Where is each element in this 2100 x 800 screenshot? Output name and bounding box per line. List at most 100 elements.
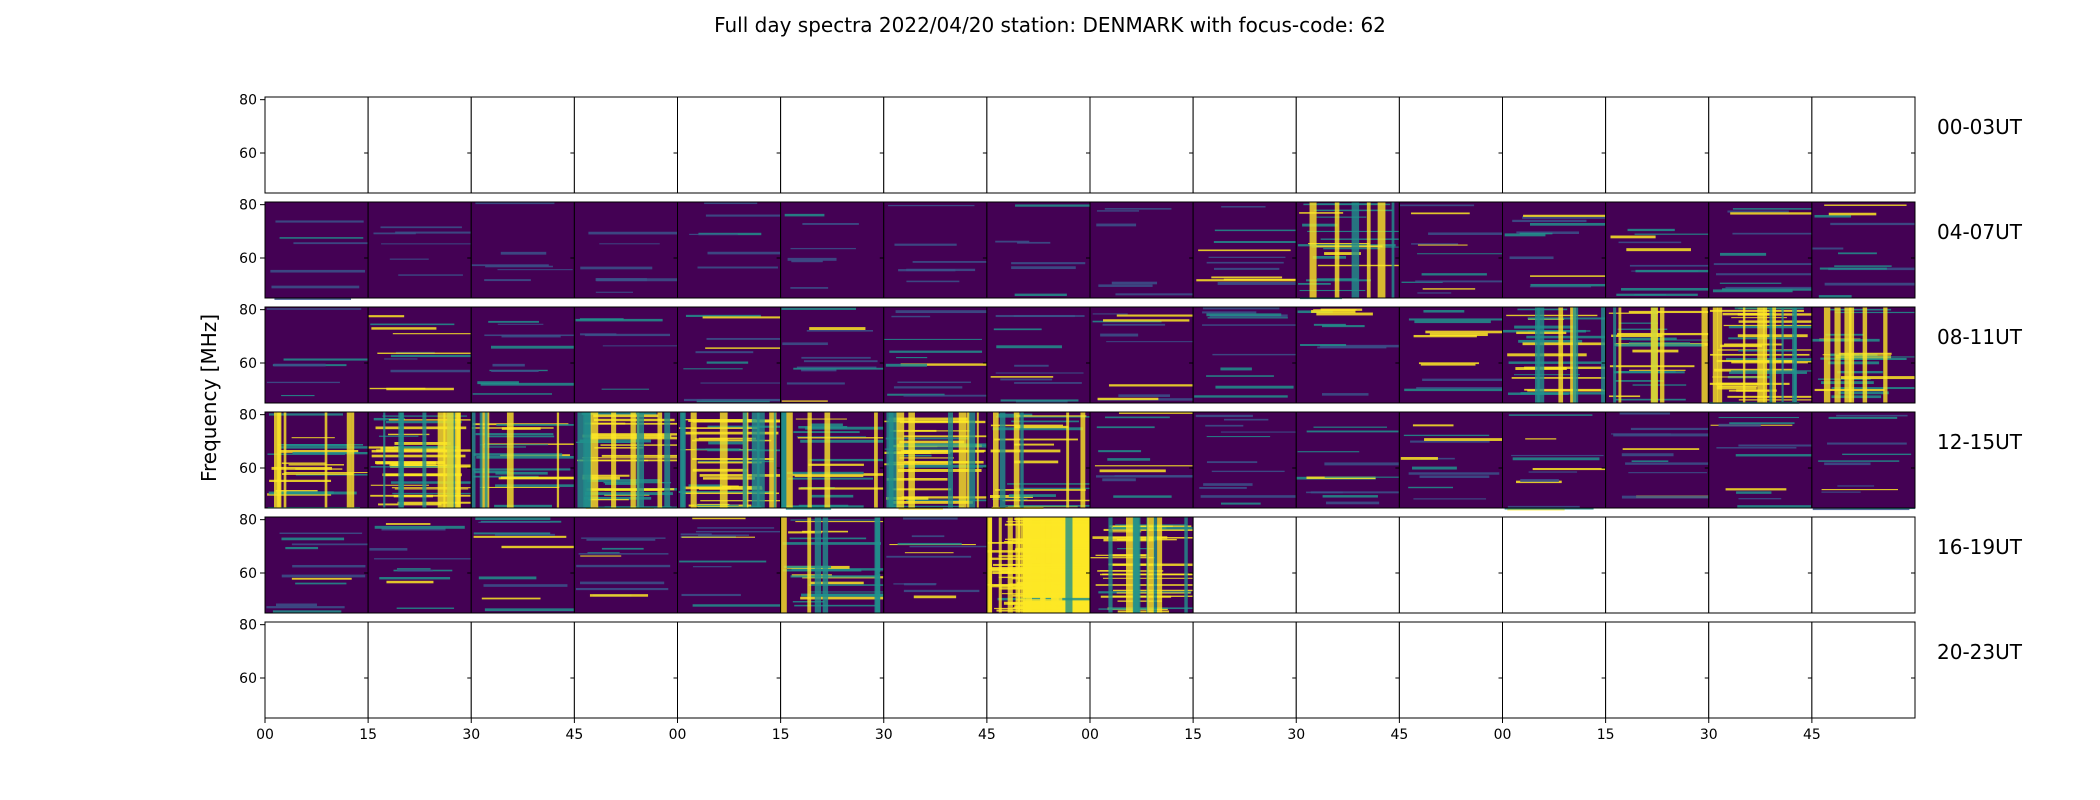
rfi-line — [396, 607, 455, 609]
spectrum-panel — [1295, 96, 1400, 194]
rfi-line — [1530, 275, 1606, 277]
rfi-line — [885, 437, 969, 440]
spectrum-panel — [1708, 306, 1813, 404]
rfi-line — [385, 523, 431, 525]
burst-column — [324, 412, 328, 508]
y-tick-label: 80 — [239, 408, 257, 424]
rfi-line — [884, 451, 951, 454]
rfi-line — [1400, 457, 1438, 460]
burst-column — [506, 412, 514, 508]
row-label: 08-11UT — [1937, 325, 2023, 349]
rfi-line — [280, 446, 368, 449]
rfi-line — [1014, 487, 1090, 490]
panel-background — [677, 517, 781, 613]
rfi-line — [897, 542, 962, 545]
burst-column — [399, 412, 404, 508]
rfi-line — [473, 532, 551, 535]
rfi-line — [1617, 371, 1659, 373]
rfi-line — [688, 419, 781, 422]
burst-column — [657, 412, 663, 508]
rfi-line — [602, 345, 678, 347]
panel-frame — [1811, 516, 1916, 614]
rfi-line — [1316, 216, 1367, 218]
y-tick-label: 80 — [239, 513, 257, 529]
rfi-line — [377, 352, 472, 354]
panel-background — [1502, 97, 1606, 193]
rfi-line — [1730, 212, 1812, 215]
spectrum-panel — [1708, 411, 1813, 509]
spectrum-panel — [1295, 306, 1400, 404]
rfi-line — [1312, 256, 1347, 259]
spectrum-panel — [1192, 201, 1297, 299]
rfi-line — [679, 560, 767, 563]
rfi-line — [991, 568, 1076, 572]
rfi-line — [379, 577, 451, 580]
rfi-line — [370, 466, 453, 468]
rfi-line — [271, 466, 332, 470]
rfi-line — [1626, 248, 1691, 252]
rfi-line — [266, 606, 345, 609]
burst-column — [471, 412, 476, 508]
rfi-line — [1316, 312, 1373, 316]
rfi-line — [1621, 453, 1674, 457]
rfi-line — [1306, 491, 1343, 494]
burst-column — [590, 412, 599, 508]
rfi-line — [579, 459, 678, 462]
panel-background — [677, 97, 781, 193]
rfi-line — [1092, 313, 1128, 315]
rfi-line — [374, 558, 472, 560]
rfi-line — [793, 367, 884, 370]
rfi-line — [1007, 483, 1090, 485]
rfi-line — [1732, 232, 1812, 235]
rfi-line — [906, 280, 960, 283]
rfi-line — [883, 463, 952, 466]
rfi-line — [887, 393, 945, 396]
panel-background — [1296, 97, 1400, 193]
rfi-line — [386, 580, 434, 584]
rfi-line — [286, 491, 334, 495]
burst-column — [1849, 307, 1855, 403]
spectrum-panel — [573, 516, 678, 614]
rfi-line — [593, 414, 659, 418]
spectrum-panel — [1089, 201, 1194, 299]
rfi-line — [1824, 282, 1915, 286]
panel-background — [1811, 202, 1915, 298]
burst-column — [1020, 412, 1024, 508]
rfi-line — [275, 220, 364, 223]
rfi-line — [1834, 311, 1915, 314]
spectrum-panel — [1089, 411, 1194, 509]
burst-column — [611, 412, 617, 508]
panel-background — [986, 202, 1090, 298]
rfi-line — [281, 394, 315, 397]
rfi-line — [901, 420, 967, 423]
x-tick-label: 00 — [669, 727, 687, 743]
spectrum-panel — [883, 201, 988, 299]
panel-background — [1708, 97, 1812, 193]
spectra-row: 60 80 16-19UT — [239, 513, 2023, 614]
rfi-line — [1530, 283, 1606, 287]
rfi-line — [899, 457, 954, 459]
rfi-line — [1417, 244, 1468, 246]
rfi-line — [680, 533, 712, 536]
rfi-line — [681, 492, 780, 495]
rfi-line — [1096, 223, 1137, 227]
rfi-line — [1840, 376, 1915, 380]
burst-column — [1066, 412, 1070, 508]
rfi-line — [1835, 356, 1915, 358]
rfi-line — [911, 535, 945, 538]
y-tick-label: 60 — [239, 566, 257, 582]
rfi-line — [581, 537, 666, 539]
panel-background — [1811, 97, 1915, 193]
rfi-line — [1014, 425, 1069, 429]
spectrum-panel — [264, 201, 369, 300]
rfi-line — [1102, 478, 1136, 482]
rfi-line — [479, 486, 560, 489]
rfi-line — [989, 557, 1037, 560]
panel-background — [883, 97, 987, 193]
rfi-line — [1313, 323, 1346, 326]
rfi-line — [993, 328, 1042, 331]
rfi-line — [1619, 412, 1670, 415]
rfi-line — [1096, 210, 1140, 212]
rfi-line — [291, 437, 335, 439]
rfi-line — [1002, 499, 1090, 502]
